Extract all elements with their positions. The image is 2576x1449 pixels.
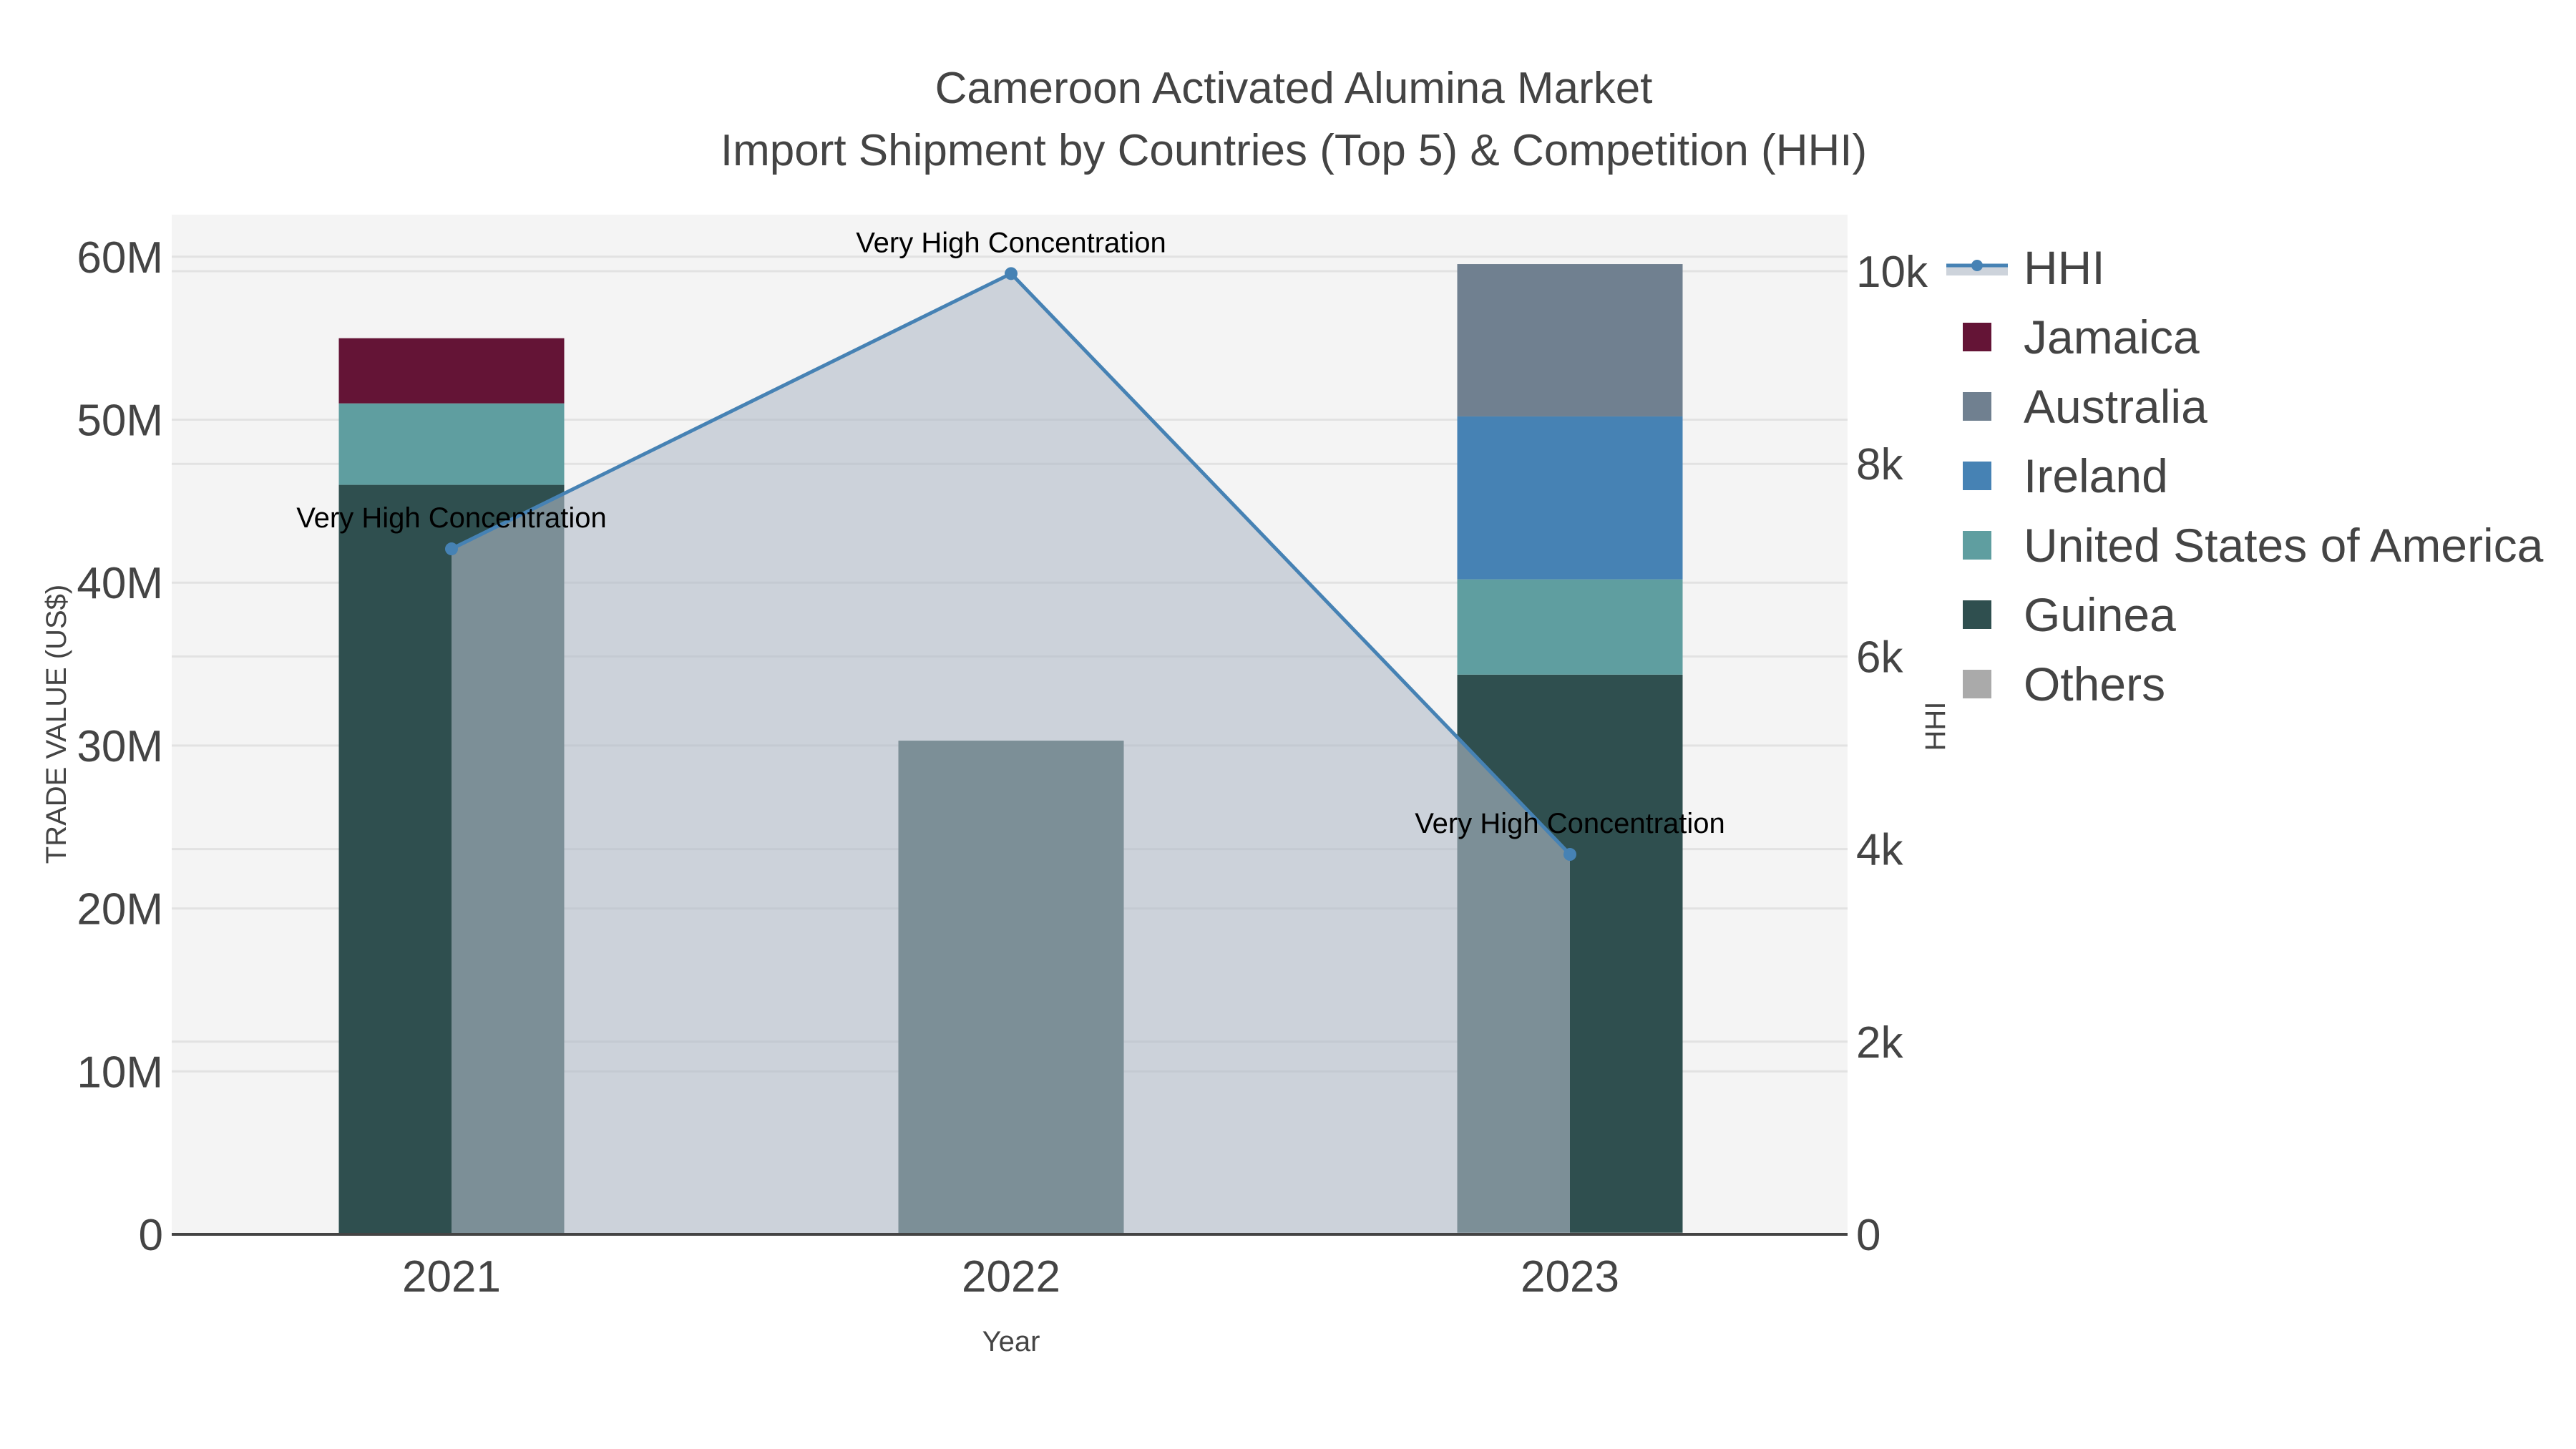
y-right-tick: 4k (1856, 826, 1903, 875)
color-swatch-icon (1963, 461, 1991, 490)
bar-australia-2023[interactable] (1457, 264, 1683, 416)
hhi-point[interactable] (1563, 848, 1576, 862)
color-swatch-icon (1963, 600, 1991, 629)
legend-item-guinea[interactable]: Guinea (1946, 580, 2543, 649)
bar-ireland-2023[interactable] (1457, 416, 1683, 580)
legend: HHI Jamaica Australia Ireland United States … (1946, 233, 2543, 718)
chart-title: Cameroon Activated Alumina Market (935, 64, 1653, 113)
bar-united-states-of-america-2023[interactable] (1457, 579, 1683, 675)
y-right-tick: 10k (1856, 248, 1928, 297)
legend-item-others[interactable]: Others (1946, 649, 2543, 718)
legend-item-australia[interactable]: Australia (1946, 371, 2543, 441)
y-right-tick: 2k (1856, 1018, 1903, 1068)
legend-item-united-states-of-america[interactable]: United States of America (1946, 510, 2543, 580)
color-swatch-icon (1963, 669, 1991, 698)
legend-label: Others (2024, 657, 2166, 711)
x-tick: 2021 (402, 1252, 501, 1302)
hhi-annotation: Very High Concentration (296, 502, 607, 534)
hhi-point[interactable] (1005, 267, 1018, 280)
y-right-tick: 0 (1856, 1211, 1880, 1260)
y-left-axis-title: TRADE VALUE (US$) (41, 585, 72, 864)
hhi-annotation: Very High Concentration (856, 227, 1166, 258)
y-right-tick: 6k (1856, 633, 1903, 682)
y-left-tick: 10M (77, 1048, 163, 1097)
y-right-tick: 8k (1856, 440, 1903, 489)
x-tick: 2023 (1521, 1252, 1619, 1302)
legend-label: Australia (2024, 379, 2207, 433)
x-tick: 2022 (962, 1252, 1060, 1302)
legend-label: Guinea (2024, 587, 2176, 641)
y-left-tick: 20M (77, 885, 163, 935)
legend-item-hhi[interactable]: HHI (1946, 233, 2543, 302)
legend-item-ireland[interactable]: Ireland (1946, 441, 2543, 510)
legend-label: Jamaica (2024, 310, 2200, 364)
y-left-tick: 0 (139, 1211, 163, 1260)
y-left-tick: 40M (77, 559, 163, 608)
y-left-tick: 60M (77, 233, 163, 283)
x-axis-title: Year (982, 1326, 1040, 1357)
legend-label: HHI (2024, 240, 2105, 294)
hhi-point[interactable] (445, 542, 458, 556)
y-left-tick: 50M (77, 396, 163, 446)
y-left-tick: 30M (77, 722, 163, 771)
bar-united-states-of-america-2021[interactable] (338, 403, 565, 485)
legend-item-jamaica[interactable]: Jamaica (1946, 302, 2543, 371)
y-right-axis-title: HHI (1920, 702, 1951, 751)
color-swatch-icon (1963, 530, 1991, 560)
legend-label: Ireland (2024, 449, 2168, 502)
bar-jamaica-2021[interactable] (338, 338, 565, 404)
hhi-area (452, 273, 1570, 1234)
color-swatch-icon (1963, 322, 1991, 351)
chart-subtitle: Import Shipment by Countries (Top 5) & C… (720, 126, 1868, 175)
hhi-annotation: Very High Concentration (1415, 808, 1725, 839)
line-marker-icon (1946, 257, 2008, 278)
color-swatch-icon (1963, 391, 1991, 421)
legend-label: United States of America (2024, 518, 2544, 572)
